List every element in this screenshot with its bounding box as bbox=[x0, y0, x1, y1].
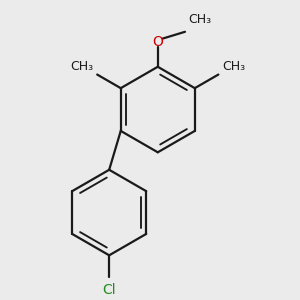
Text: CH₃: CH₃ bbox=[222, 60, 245, 73]
Text: CH₃: CH₃ bbox=[188, 13, 211, 26]
Text: CH₃: CH₃ bbox=[70, 60, 93, 73]
Text: O: O bbox=[152, 35, 163, 50]
Text: Cl: Cl bbox=[102, 284, 116, 298]
